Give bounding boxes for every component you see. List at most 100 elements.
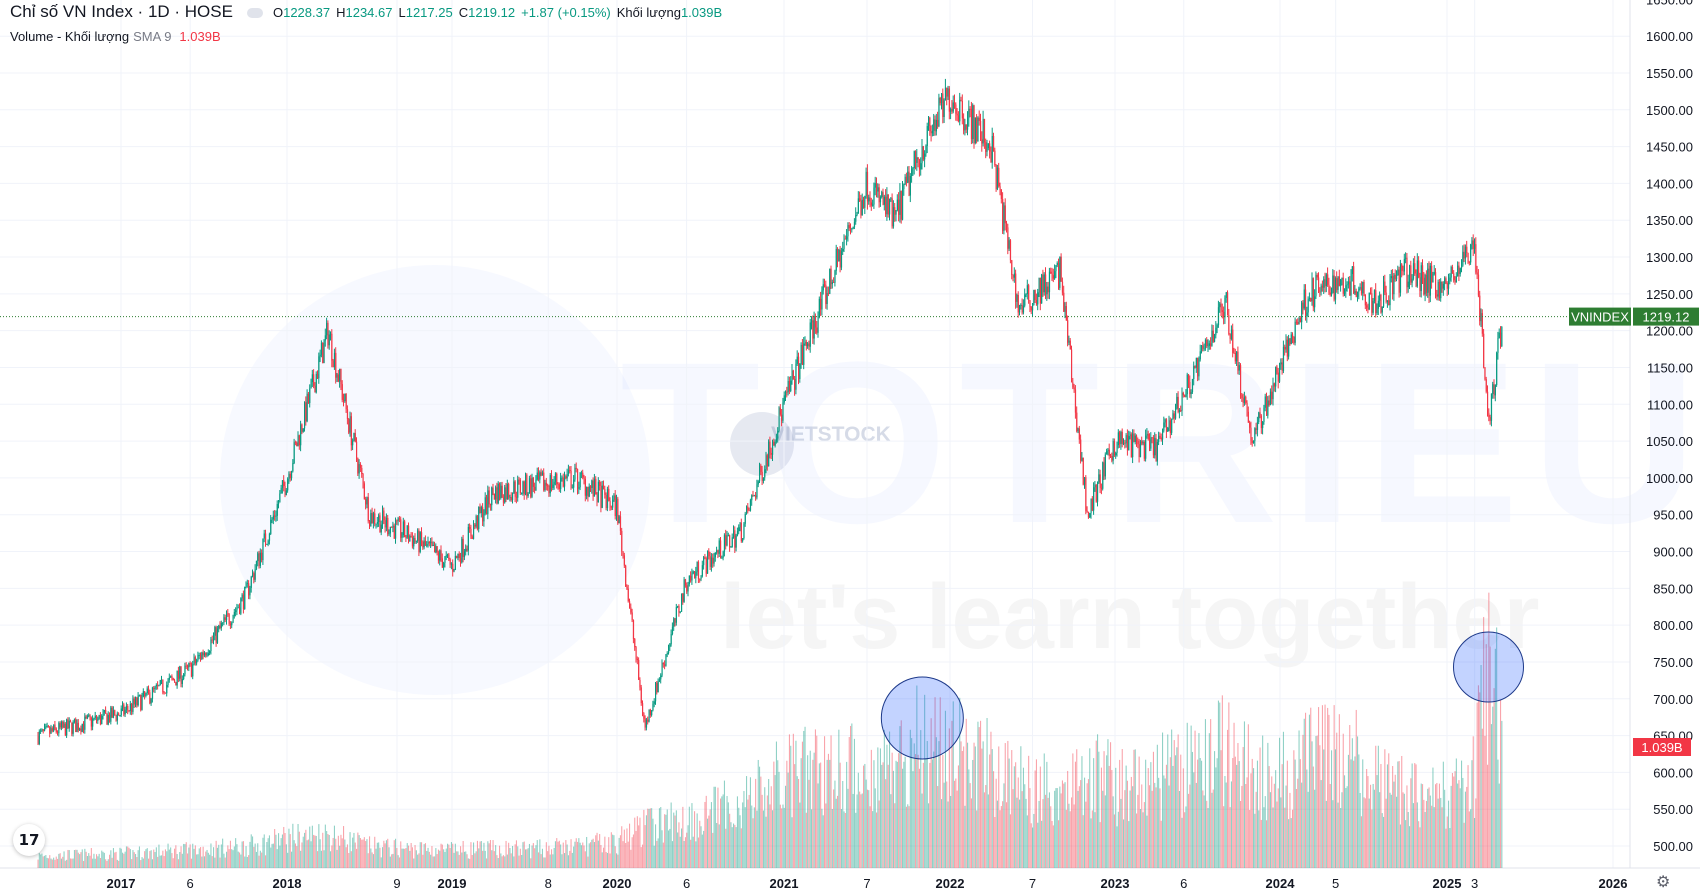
candle-body: [899, 190, 901, 215]
candle-body: [1191, 379, 1194, 392]
volume-bar: [918, 768, 920, 868]
candle-body: [521, 492, 523, 494]
candle-body: [345, 393, 347, 410]
candle-body: [986, 148, 988, 152]
volume-bar: [261, 852, 263, 868]
candle-body: [935, 119, 937, 132]
volume-bar: [983, 792, 985, 868]
candle-body: [1384, 281, 1386, 293]
candle-body: [1029, 300, 1031, 307]
volume-bar: [404, 848, 406, 868]
candle-body: [752, 495, 754, 497]
candle-body: [707, 550, 709, 574]
candle-body: [254, 569, 256, 580]
candle-body: [960, 99, 962, 101]
candle-body: [270, 519, 272, 534]
volume-bar: [571, 852, 573, 868]
volume-indicator-legend[interactable]: Volume - Khối lượng SMA 9 1.039B: [10, 29, 221, 44]
candle-body: [1272, 383, 1274, 400]
candle-body: [476, 516, 479, 529]
volume-bar: [976, 810, 978, 868]
candle-body: [1435, 272, 1437, 295]
volume-bar: [889, 731, 891, 868]
candle-body: [920, 163, 922, 170]
volume-bar: [358, 835, 360, 868]
volume-bar: [1199, 758, 1201, 868]
volume-bar: [45, 855, 47, 868]
volume-bar: [557, 841, 559, 868]
candle-body: [1132, 433, 1134, 458]
candle-body: [1423, 277, 1425, 295]
candle-body: [1279, 364, 1281, 382]
volume-bar: [742, 802, 744, 868]
volume-bar: [509, 847, 511, 868]
candle-body: [946, 87, 948, 97]
candle-body: [591, 480, 593, 488]
x-tick-label: 2022: [936, 876, 965, 891]
candle-body: [709, 556, 711, 567]
candle-body: [1042, 274, 1044, 293]
volume-bar: [1149, 785, 1151, 868]
candle-body: [400, 519, 402, 538]
volume-bar: [1380, 764, 1382, 868]
volume-bar: [826, 759, 828, 868]
volume-bar: [1099, 822, 1101, 868]
volume-bar: [304, 832, 306, 868]
volume-bar: [64, 860, 66, 868]
candle-body: [272, 515, 274, 520]
candle-body: [891, 198, 893, 227]
volume-bar: [216, 847, 218, 868]
candle-body: [470, 528, 472, 537]
candle-body: [167, 679, 169, 685]
volume-bar: [790, 745, 792, 868]
volume-bar: [1418, 821, 1420, 868]
candle-body: [161, 679, 163, 681]
volume-bar: [852, 793, 854, 868]
volume-bar: [912, 771, 914, 868]
volume-bar: [1438, 783, 1440, 868]
candle-body: [41, 729, 43, 731]
volume-bar: [1082, 815, 1084, 868]
volume-bar: [1160, 820, 1162, 868]
volume-bar: [960, 741, 962, 868]
volume-bar: [760, 776, 762, 868]
candle-body: [482, 507, 484, 522]
candle-body: [1282, 346, 1285, 371]
candle-body: [1351, 266, 1353, 275]
candle-body: [1208, 343, 1210, 346]
candle-body: [913, 151, 915, 168]
volume-bar: [1306, 769, 1308, 868]
volume-bar: [1390, 794, 1392, 868]
symbol-title[interactable]: Chỉ số VN Index · 1D · HOSE: [10, 2, 233, 21]
volume-bar: [788, 734, 790, 868]
volume-bar: [651, 808, 653, 868]
candle-body: [721, 557, 723, 559]
tradingview-logo-icon[interactable]: 17: [13, 824, 45, 856]
candle-body: [1211, 330, 1213, 346]
candle-body: [734, 530, 736, 548]
volume-bar: [1090, 818, 1092, 868]
volume-bar: [786, 760, 788, 868]
candle-body: [523, 481, 525, 495]
candle-body: [896, 199, 898, 211]
gear-icon[interactable]: ⚙: [1656, 874, 1671, 891]
candle-body: [383, 510, 385, 521]
candle-body: [302, 428, 304, 432]
candle-body: [742, 538, 744, 542]
candle-body: [1043, 274, 1045, 293]
candle-body: [241, 594, 243, 599]
volume-bar: [487, 841, 489, 868]
candle-body: [424, 540, 427, 546]
candle-body: [151, 687, 154, 699]
candle-body: [445, 555, 447, 557]
volume-bar: [769, 804, 771, 868]
volume-bar: [72, 858, 74, 868]
volume-bar: [519, 848, 521, 868]
candle-body: [382, 510, 384, 525]
candle-body: [478, 506, 480, 529]
volume-bar: [675, 810, 677, 868]
candle-body: [631, 612, 633, 621]
volume-bar: [1142, 812, 1144, 868]
volume-bar: [1080, 780, 1082, 868]
